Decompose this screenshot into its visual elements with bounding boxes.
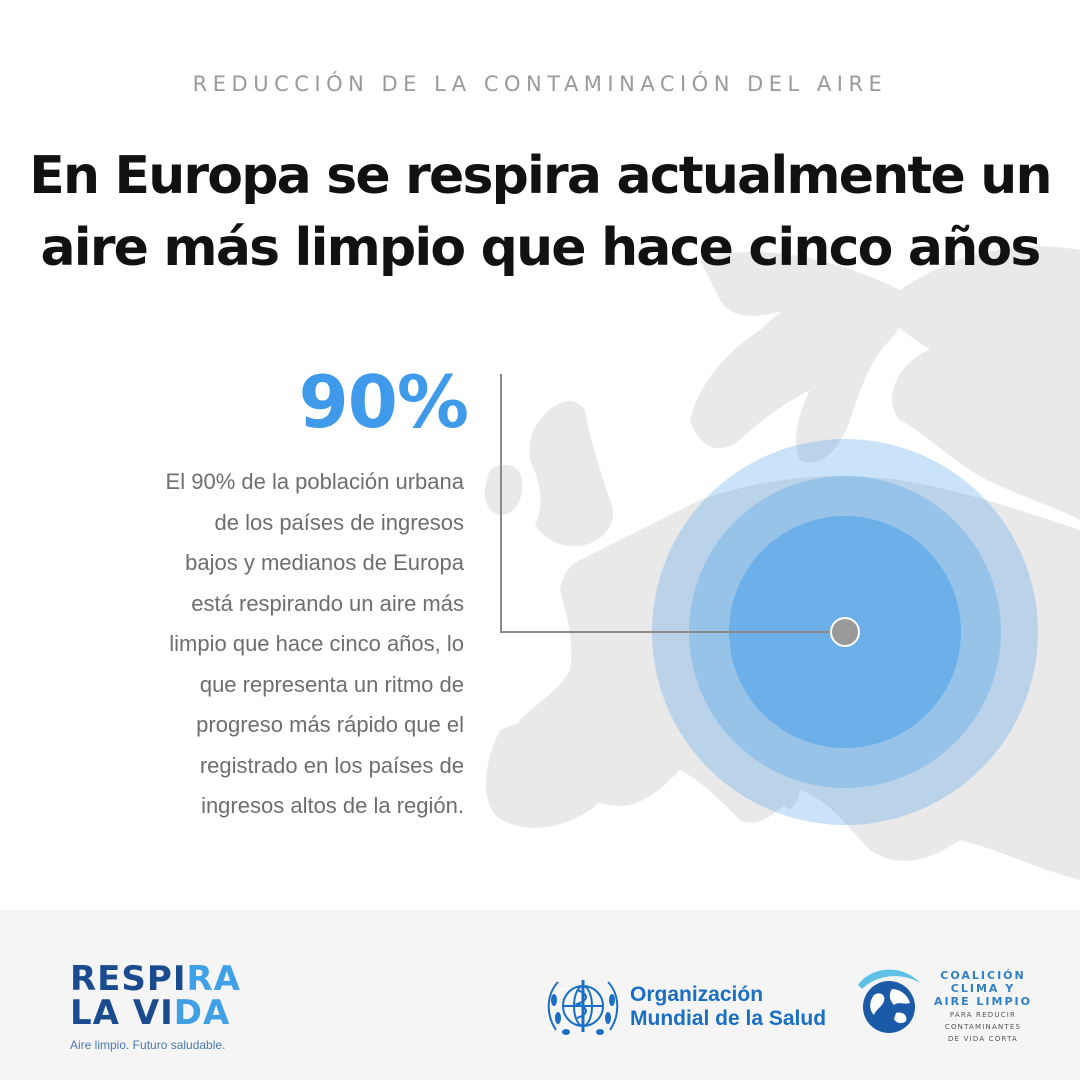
connector-line xyxy=(500,374,831,633)
stat-line: El 90% de la población urbana xyxy=(165,469,464,494)
location-marker xyxy=(830,617,860,647)
ireland-shape xyxy=(484,464,523,515)
stat-line: está respirando un aire más xyxy=(191,590,464,616)
stat-description: El 90% de la población urbana de los paí… xyxy=(44,462,464,827)
iberia-shape xyxy=(485,721,613,828)
greece-shape xyxy=(874,790,920,855)
stat-line: de los países de ingresos xyxy=(214,509,465,535)
globe-icon xyxy=(858,969,920,1033)
headline-line-2: aire más limpio que hace cinco años xyxy=(40,218,1042,278)
ccac-text: COALICIÓN CLIMA Y AIRE LIMPIO PARA REDUC… xyxy=(934,969,1032,1043)
respira-la-vida-logo: RESPIRA LA VIDA Aire limpio. Futuro salu… xyxy=(70,959,241,1052)
oms-name: Organización Mundial de la Salud xyxy=(630,983,827,1030)
stat-line: bajos y medianos de Europa xyxy=(185,550,464,575)
headline: En Europa se respira actualmente un aire… xyxy=(0,140,1080,284)
italy-shape xyxy=(736,700,800,810)
north-island-shape xyxy=(717,274,770,307)
north-europe-shape xyxy=(700,246,1080,521)
stat-value: 90% xyxy=(298,360,469,444)
stat-line: que representa un ritmo de xyxy=(199,671,464,697)
who-emblem-icon xyxy=(547,980,619,1035)
respira-tagline: Aire limpio. Futuro saludable. xyxy=(70,1038,226,1052)
stat-line: limpio que hace cinco años, lo xyxy=(169,631,464,656)
stat-line: ingresos altos de la región. xyxy=(201,793,464,818)
stat-line: registrado en los países de xyxy=(199,752,464,778)
stat-line: progreso más rápido que el xyxy=(196,712,464,737)
uk-shape xyxy=(529,401,614,547)
kicker-title: REDUCCIÓN DE LA CONTAMINACIÓN DEL AIRE xyxy=(192,72,888,96)
oms-logo: Organización Mundial de la Salud xyxy=(544,970,826,1044)
scandinavia-shape xyxy=(690,284,901,463)
headline-line-1: En Europa se respira actualmente un xyxy=(29,146,1052,206)
ccac-logo: COALICIÓN CLIMA Y AIRE LIMPIO PARA REDUC… xyxy=(852,965,1032,1044)
impact-graphic xyxy=(500,374,1038,825)
